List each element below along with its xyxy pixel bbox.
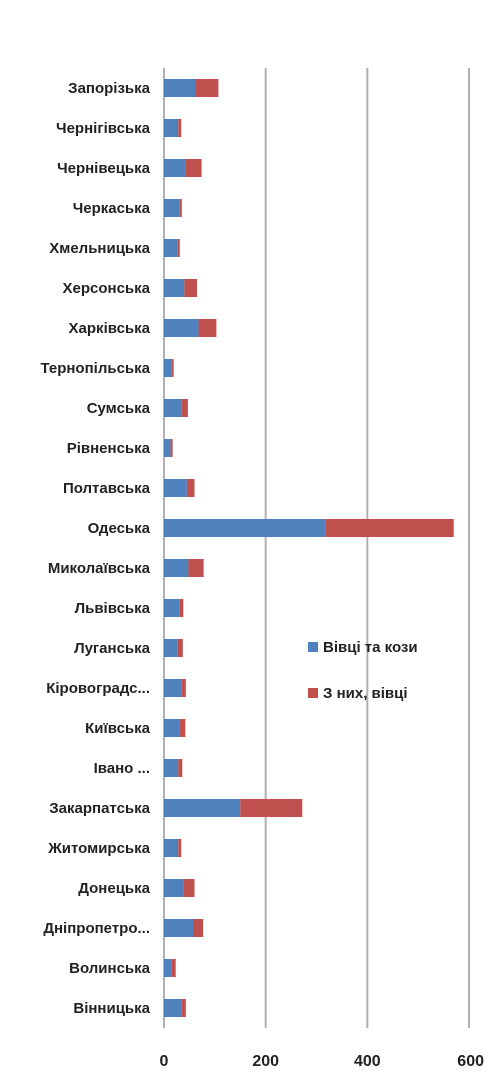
bar-series-2: [177, 239, 180, 257]
x-tick-label: 0: [160, 1053, 169, 1070]
bar-series-1: [164, 639, 178, 657]
category-label: Вінницька: [73, 1000, 150, 1017]
bar-series-2: [186, 479, 195, 497]
bar-series-2: [178, 839, 182, 857]
bar-series-1: [164, 719, 180, 737]
bar-series-2: [185, 159, 202, 177]
bar-series-1: [164, 879, 184, 897]
gridlines: [163, 68, 470, 1028]
bar-series-2: [179, 599, 184, 617]
bar-series-2: [188, 559, 204, 577]
category-label: Київська: [85, 720, 151, 737]
bars: [164, 79, 454, 1017]
bar-series-1: [164, 599, 180, 617]
bar-series-2: [170, 439, 173, 457]
bar-series-2: [184, 279, 198, 297]
bar-series-1: [164, 839, 179, 857]
bar-series-1: [164, 519, 326, 537]
bar-series-1: [164, 319, 199, 337]
category-label: Рівненська: [67, 440, 151, 457]
bar-series-2: [178, 759, 183, 777]
bar-series-2: [183, 879, 195, 897]
legend-swatch: [308, 642, 318, 652]
bar-series-1: [164, 79, 196, 97]
bar-series-1: [164, 119, 179, 137]
bar-series-2: [181, 679, 186, 697]
bar-series-2: [325, 519, 454, 537]
bar-series-1: [164, 439, 171, 457]
bar-series-2: [178, 119, 182, 137]
x-tick-label: 600: [457, 1053, 484, 1070]
category-label: Миколаївська: [48, 560, 151, 577]
bar-series-2: [192, 919, 204, 937]
category-label: Тернопільська: [40, 360, 150, 377]
bar-series-1: [164, 799, 241, 817]
bar-series-1: [164, 239, 178, 257]
bar-series-1: [164, 679, 182, 697]
category-label: Чернівецька: [57, 160, 151, 177]
legend-swatch: [308, 688, 318, 698]
category-label: Одеська: [88, 520, 151, 537]
bar-series-1: [164, 759, 179, 777]
bar-series-2: [171, 959, 176, 977]
category-label: Волинська: [69, 960, 151, 977]
category-label: Хмельницька: [49, 240, 150, 257]
x-tick-label: 400: [354, 1053, 381, 1070]
legend-label: З них, вівці: [323, 685, 408, 702]
bar-series-1: [164, 359, 172, 377]
bar-series-1: [164, 479, 187, 497]
bar-series-1: [164, 159, 186, 177]
bar-series-1: [164, 999, 182, 1017]
category-label: Полтавська: [63, 480, 151, 497]
category-label: Чернігівська: [56, 120, 151, 137]
bar-series-1: [164, 199, 180, 217]
category-label: Донецька: [78, 880, 150, 897]
bar-series-1: [164, 399, 182, 417]
category-label: Харківська: [69, 320, 151, 337]
bar-series-2: [179, 199, 182, 217]
bar-series-1: [164, 279, 185, 297]
bar-series-2: [198, 319, 217, 337]
bar-series-2: [240, 799, 303, 817]
category-label: Івано ...: [94, 760, 150, 777]
bar-series-2: [195, 79, 219, 97]
category-label: Запорізька: [68, 80, 150, 97]
category-label: Черкаська: [73, 200, 151, 217]
bar-series-1: [164, 959, 172, 977]
x-tick-label: 200: [252, 1053, 279, 1070]
bar-series-2: [177, 639, 183, 657]
bar-series-2: [181, 999, 186, 1017]
category-label: Житомирська: [47, 840, 150, 857]
category-label: Львівська: [75, 600, 151, 617]
category-label: Сумська: [87, 400, 151, 417]
bar-series-2: [171, 359, 174, 377]
legend: Вівці та кози З них, вівці: [308, 639, 418, 702]
category-label: Кіровоградс...: [46, 680, 150, 697]
category-label: Луганська: [74, 640, 151, 657]
category-label: Херсонська: [63, 280, 151, 297]
category-label: Закарпатська: [49, 800, 150, 817]
legend-label: Вівці та кози: [323, 639, 418, 656]
category-label: Дніпропетро...: [43, 920, 150, 937]
category-labels: Запорізька Чернігівська Чернівецька Черкась…: [40, 80, 150, 1017]
bar-series-1: [164, 919, 193, 937]
x-tick-labels: 0 200 400 600: [160, 1053, 485, 1070]
bar-series-2: [179, 719, 186, 737]
bar-series-1: [164, 559, 189, 577]
bar-series-2: [181, 399, 188, 417]
